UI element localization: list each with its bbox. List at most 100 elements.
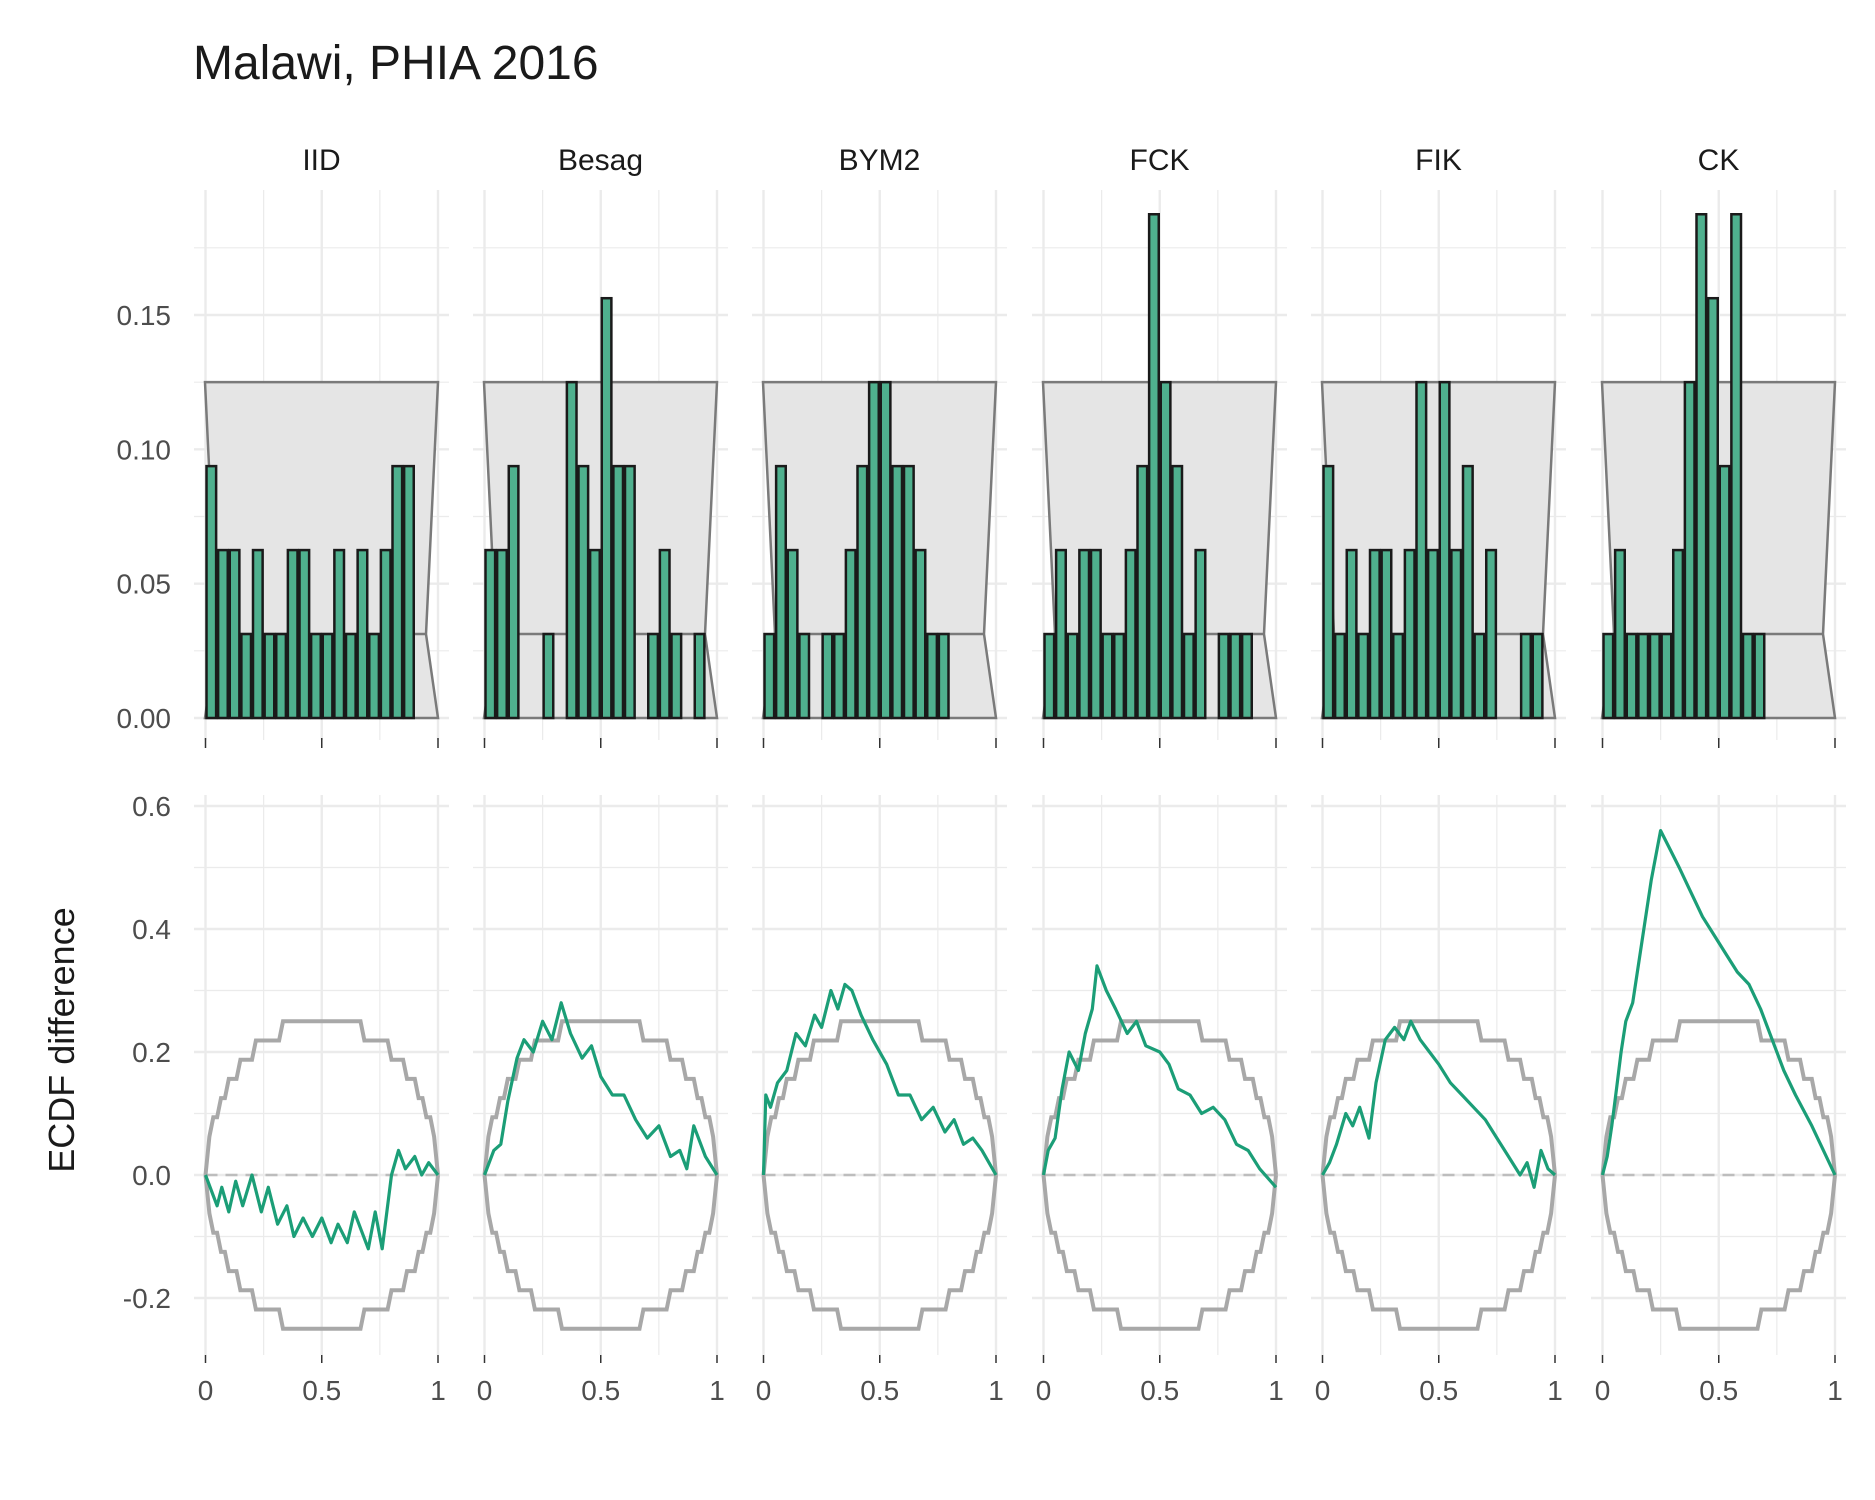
hist-bar [228, 548, 241, 720]
hist-bar [1473, 632, 1486, 720]
hist-bar [612, 464, 625, 720]
hist-bar [321, 632, 334, 720]
ecdf-envelope-upper [1041, 1019, 1278, 1176]
x-tick-label: 0.5 [581, 1375, 620, 1406]
ecdf-envelope-lower [482, 1174, 719, 1331]
hist-bar [693, 632, 706, 720]
hist-bar [1333, 632, 1346, 720]
x-tick-label: 0.5 [1140, 1375, 1179, 1406]
x-tick-label: 0 [198, 1375, 214, 1406]
hist-bar [391, 464, 404, 720]
hist-bar [344, 632, 357, 720]
ecdf-envelope-lower [203, 1174, 440, 1331]
hist-bar [251, 548, 264, 720]
panel-fck: FCK 0 0.5 1 [1032, 144, 1287, 1406]
hist-bar [1461, 464, 1474, 720]
x-tick-label: 1 [1827, 1375, 1843, 1406]
hist-bar [1625, 632, 1638, 720]
hist-bar [1368, 548, 1381, 720]
hist-bar [205, 464, 218, 720]
hist-bar [786, 548, 799, 720]
hist-bar [1531, 632, 1544, 720]
hist-y-tick-label: 0.10 [117, 434, 172, 465]
ecdf-envelope-upper [482, 1019, 719, 1176]
x-tick-label: 0.5 [860, 1375, 899, 1406]
ecdf-y-tick-label: 0.0 [132, 1160, 171, 1191]
x-tick-label: 0 [756, 1375, 772, 1406]
hist-bar [1426, 548, 1439, 720]
hist-bar [914, 548, 927, 720]
x-tick-label: 0 [477, 1375, 493, 1406]
hist-bar [495, 548, 508, 720]
hist-bar [926, 632, 939, 720]
x-tick-label: 1 [988, 1375, 1004, 1406]
hist-bar [1380, 548, 1393, 720]
hist-bar [1403, 548, 1416, 720]
hist-bar [1660, 632, 1673, 720]
hist-bar [1054, 548, 1067, 720]
ecdf-envelope-lower [1320, 1174, 1557, 1331]
hist-bar [647, 632, 660, 720]
panel-ck: CK 0 0.5 1 [1591, 144, 1846, 1406]
hist-bar [670, 632, 683, 720]
ecdf-y-tick-label: -0.2 [123, 1283, 171, 1314]
hist-bar [902, 464, 915, 720]
ecdf-difference-line [1600, 829, 1837, 1176]
hist-bar [1718, 464, 1731, 720]
hist-bar [891, 464, 904, 720]
ecdf-envelope-lower [1041, 1174, 1278, 1331]
x-tick-label: 0 [1315, 1375, 1331, 1406]
panel-fik: FIK 0 0.5 1 [1311, 144, 1566, 1406]
hist-bar [1345, 548, 1358, 720]
hist-bar [1113, 632, 1126, 720]
hist-bar [1730, 213, 1743, 720]
hist-bar [1217, 632, 1230, 720]
hist-bar [275, 632, 288, 720]
ecdf-y-tick-label: 0.6 [132, 791, 171, 822]
ecdf-difference-line [1041, 964, 1278, 1189]
strip-label-besag: Besag [558, 144, 643, 177]
strip-label-fik: FIK [1415, 144, 1462, 177]
hist-bar [1147, 213, 1160, 720]
hist-bar [1322, 464, 1335, 720]
hist-bar [1706, 296, 1719, 720]
hist-bar [1124, 548, 1137, 720]
ecdf-difference-line [761, 982, 998, 1176]
hist-bar [623, 464, 636, 720]
hist-bar [1683, 380, 1696, 720]
hist-bar [368, 632, 381, 720]
x-tick-label: 0.5 [302, 1375, 341, 1406]
hist-y-tick-label: 0.00 [117, 703, 172, 734]
panel-iid: IID 0 0.5 1 [194, 144, 449, 1406]
chart-title: Malawi, PHIA 2016 [193, 37, 599, 90]
hist-bar [577, 464, 590, 720]
ecdf-envelope-upper [203, 1019, 440, 1176]
hist-bar [798, 632, 811, 720]
hist-bar [507, 464, 520, 720]
ecdf-envelope-upper [761, 1019, 998, 1176]
hist-bar [565, 380, 578, 720]
x-tick-label: 1 [709, 1375, 725, 1406]
hist-bar [1485, 548, 1498, 720]
hist-bar [774, 464, 787, 720]
hist-bar [821, 632, 834, 720]
ecdf-y-tick-label: 0.4 [132, 914, 171, 945]
hist-bar [1672, 548, 1685, 720]
hist-bar [1415, 380, 1428, 720]
x-tick-label: 1 [1268, 1375, 1284, 1406]
hist-bar [216, 548, 229, 720]
hist-bar [1182, 632, 1195, 720]
hist-bar [844, 548, 857, 720]
hist-bar [484, 548, 497, 720]
hist-bar [379, 548, 392, 720]
hist-bar [309, 632, 322, 720]
hist-bar [600, 296, 613, 720]
strip-label-iid: IID [302, 144, 340, 177]
hist-bar [1159, 380, 1172, 720]
hist-bar [1637, 632, 1650, 720]
hist-bar [856, 464, 869, 720]
hist-bar [1194, 548, 1207, 720]
hist-bar [1066, 632, 1079, 720]
hist-bar [1753, 632, 1766, 720]
